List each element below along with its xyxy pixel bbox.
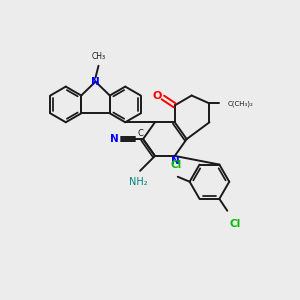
Text: N: N [110, 134, 118, 144]
Text: N: N [91, 76, 100, 87]
Text: O: O [152, 91, 162, 100]
Text: CH₃: CH₃ [92, 52, 106, 61]
Text: C: C [137, 129, 143, 138]
Text: N: N [171, 156, 180, 166]
Text: C(CH₃)₂: C(CH₃)₂ [227, 100, 253, 107]
Text: Cl: Cl [170, 160, 182, 170]
Text: NH₂: NH₂ [129, 177, 147, 187]
Text: Cl: Cl [229, 219, 241, 229]
